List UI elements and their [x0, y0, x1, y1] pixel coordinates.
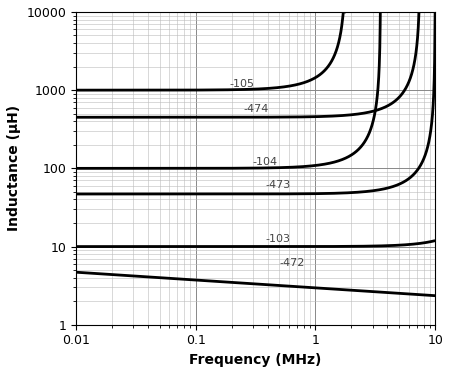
Text: -104: -104 — [253, 157, 278, 167]
Text: -105: -105 — [229, 79, 254, 89]
Y-axis label: Inductance (μH): Inductance (μH) — [7, 105, 21, 232]
Text: -472: -472 — [279, 258, 305, 268]
Text: -103: -103 — [265, 234, 290, 244]
X-axis label: Frequency (MHz): Frequency (MHz) — [189, 353, 322, 367]
Text: -474: -474 — [243, 104, 269, 114]
Text: -473: -473 — [265, 180, 290, 190]
